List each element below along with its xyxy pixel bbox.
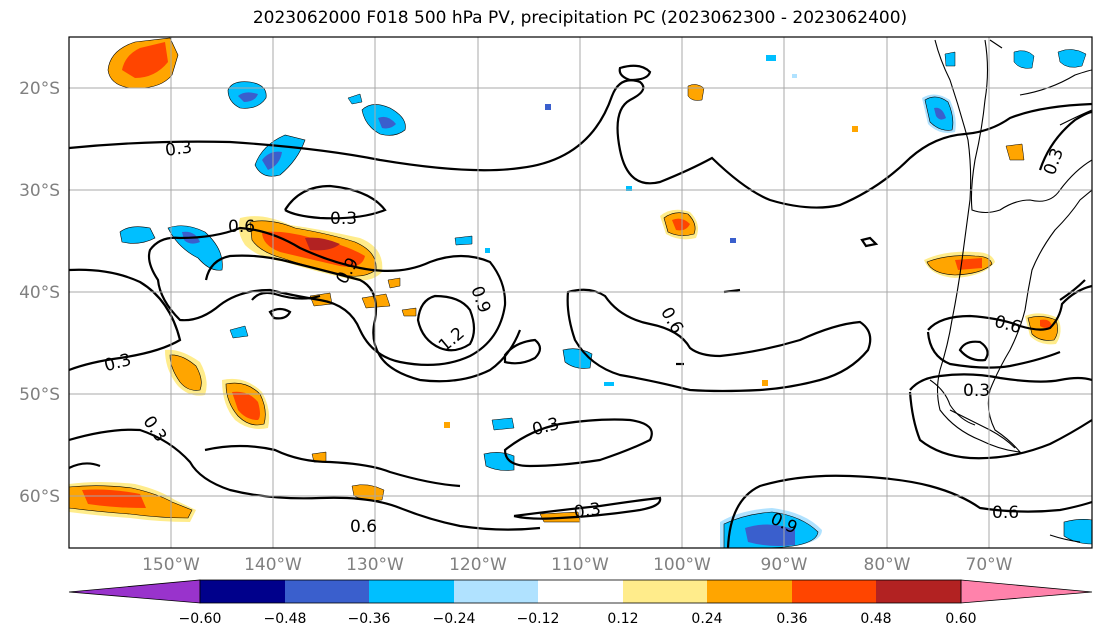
lat-tick-label: 50°S: [19, 385, 60, 405]
contour-label: 0.6: [228, 217, 255, 237]
contour-label: 0.6: [992, 503, 1019, 523]
map-title: 2023062000 F018 500 hPa PV, precipitatio…: [252, 8, 908, 28]
pv-contours: [69, 64, 1092, 548]
colorbar-label: 0.60: [945, 611, 976, 627]
colorbar-label: 0.48: [860, 611, 891, 627]
lon-tick-label: 80°W: [864, 555, 911, 575]
contour-label: 0.3: [164, 137, 194, 161]
lon-tick-label: 150°W: [142, 555, 200, 575]
lat-tick-label: 40°S: [19, 283, 60, 303]
colorbar-segment: [200, 580, 285, 603]
lon-tick-label: 90°W: [761, 555, 808, 575]
colorbar-label: 0.12: [607, 611, 638, 627]
lon-tick-label: 70°W: [966, 555, 1013, 575]
lon-tick-label: 120°W: [449, 555, 507, 575]
graticule: [69, 37, 1092, 548]
colorbar-segment: [369, 580, 454, 603]
colorbar-label: −0.36: [348, 611, 391, 627]
colorbar-segment: [285, 580, 369, 603]
colorbar-segment: [792, 580, 876, 603]
lon-tick-label: 130°W: [346, 555, 404, 575]
lat-tick-label: 60°S: [19, 487, 60, 507]
colorbar-segment: [876, 580, 961, 603]
contour-label: 0.3: [330, 209, 357, 229]
colorbar-segment: [623, 580, 707, 603]
precip-shading: [69, 37, 1092, 548]
colorbar-segment: [538, 580, 623, 603]
coastlines: [929, 39, 1092, 543]
contour-label: 0.6: [350, 517, 377, 537]
colorbar-label: 0.36: [776, 611, 807, 627]
colorbar-label: −0.60: [179, 611, 222, 627]
lon-tick-label: 110°W: [551, 555, 609, 575]
colorbar-segment: [707, 580, 792, 603]
colorbar-label: −0.12: [517, 611, 560, 627]
colorbar: −0.60 −0.48 −0.36 −0.24 −0.12 0.12 0.24 …: [68, 579, 1093, 627]
colorbar-arrow-left: [68, 579, 201, 604]
contour-label: 0.3: [573, 499, 603, 523]
lon-tick-label: 100°W: [653, 555, 711, 575]
colorbar-label: −0.48: [264, 611, 307, 627]
lat-tick-labels: 20°S 30°S 40°S 50°S 60°S: [19, 79, 60, 507]
lon-tick-labels: 150°W 140°W 130°W 120°W 110°W 100°W 90°W…: [142, 555, 1013, 575]
plot-frame: [68, 36, 1093, 549]
lat-tick-label: 30°S: [19, 181, 60, 201]
contour-label: 0.3: [963, 381, 990, 401]
lat-tick-label: 20°S: [19, 79, 60, 99]
colorbar-label: 0.24: [691, 611, 722, 627]
colorbar-label: −0.24: [433, 611, 476, 627]
lon-tick-label: 140°W: [244, 555, 302, 575]
colorbar-arrow-right: [960, 579, 1093, 604]
colorbar-frame: [199, 579, 962, 604]
colorbar-segment: [454, 580, 538, 603]
